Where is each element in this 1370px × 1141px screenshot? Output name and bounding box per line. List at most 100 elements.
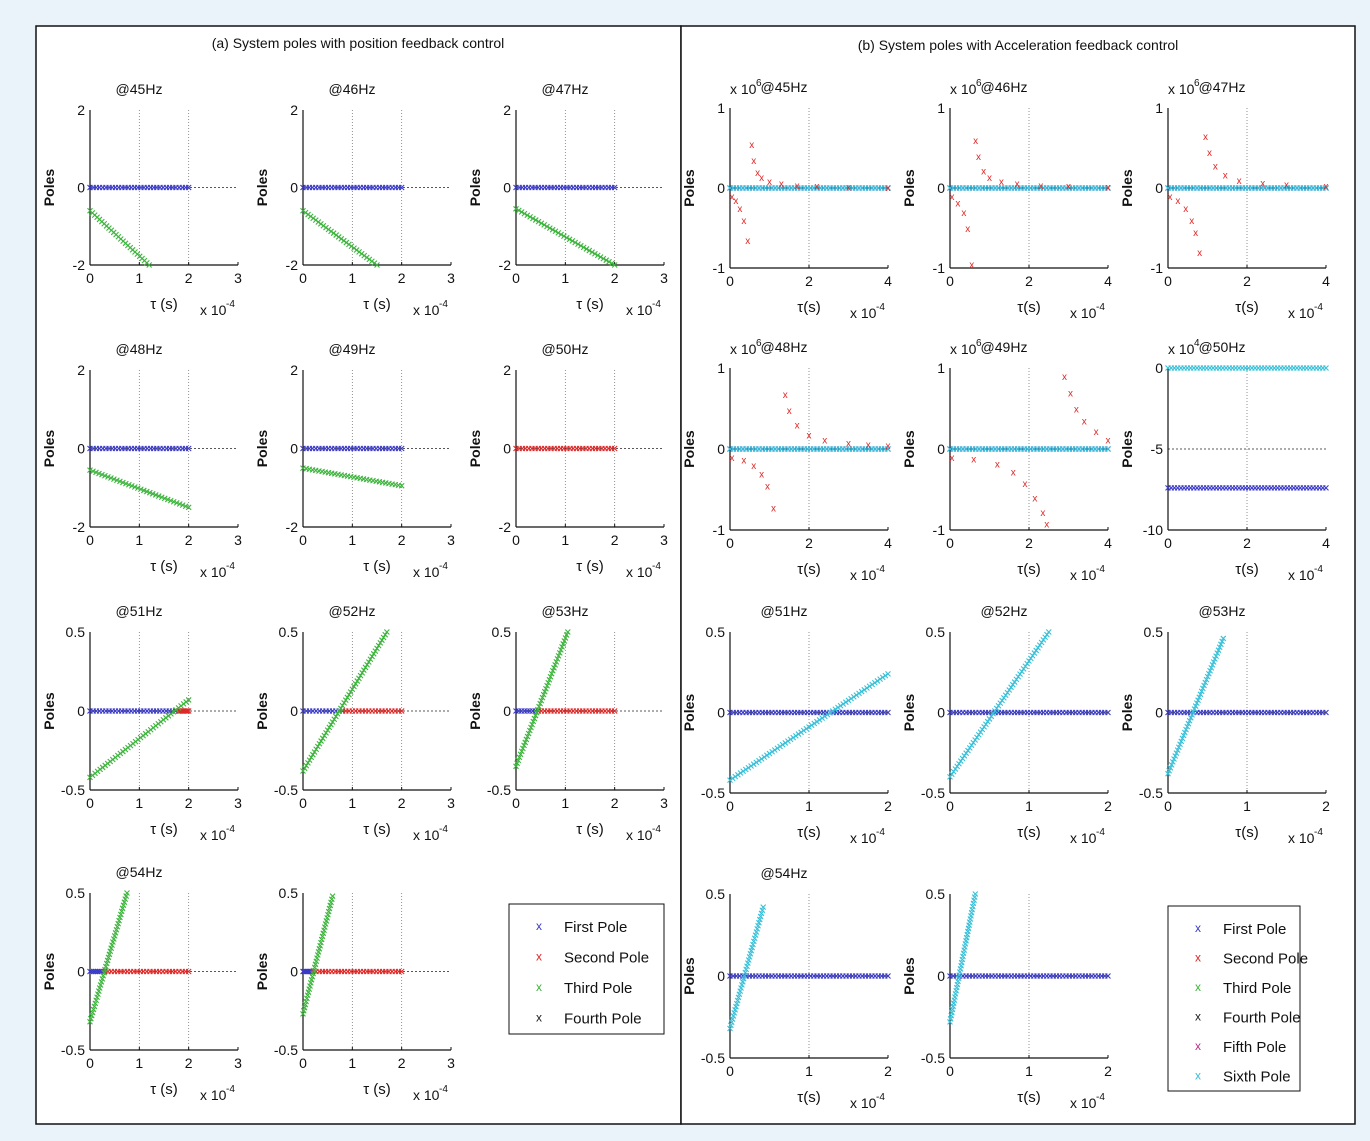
series-first-pole: [947, 973, 1111, 979]
y-axis-label: Poles: [1119, 694, 1135, 732]
data-point: [347, 689, 354, 695]
data-point: x: [787, 406, 792, 417]
data-point: [970, 739, 977, 746]
legend-marker-third-pole: x: [1195, 980, 1201, 994]
data-point: [1013, 676, 1020, 683]
data-point: [577, 242, 584, 249]
data-point: [398, 445, 405, 452]
series-first-pole: [300, 708, 346, 714]
data-point: [997, 700, 1004, 707]
series-first-pole: [300, 184, 405, 191]
data-point: [879, 674, 886, 681]
data-point: [146, 489, 153, 496]
data-point: [874, 678, 881, 684]
data-point: [592, 250, 598, 257]
data-point: [102, 472, 108, 479]
data-point: x: [1193, 228, 1198, 239]
data-point: [349, 686, 356, 693]
data-point: [760, 904, 767, 911]
series-sixth-pole: [727, 904, 767, 1032]
data-point: [305, 759, 311, 766]
data-point: [548, 670, 555, 677]
data-point: [339, 702, 346, 709]
data-point: [869, 681, 876, 688]
subplot-title: @51Hz: [116, 603, 163, 619]
data-point: [375, 642, 382, 649]
x-tick-label: 0: [299, 795, 307, 811]
data-point: [319, 735, 326, 742]
data-point: [518, 748, 525, 755]
x-axis-label: τ (s): [363, 1081, 391, 1098]
y-tick-label: 0.5: [706, 624, 726, 640]
data-point: x: [1203, 132, 1208, 143]
data-point: [316, 740, 323, 747]
subplot-title: @46Hz: [329, 81, 376, 97]
x-multiplier: x 10: [850, 305, 877, 321]
data-point: [517, 751, 524, 758]
subplot-title: @49Hz: [981, 339, 1028, 355]
y-tick-label: 0: [503, 703, 511, 719]
data-point: [840, 701, 847, 707]
data-point: [149, 490, 156, 497]
x-tick-label: 2: [398, 532, 406, 548]
x-tick-label: 3: [234, 1055, 242, 1071]
data-point: [975, 731, 982, 738]
data-point: [528, 724, 534, 731]
panel-b-title: (b) System poles with Acceleration feedb…: [858, 37, 1179, 53]
y-multiplier: x 10: [730, 81, 757, 97]
data-point: [108, 475, 114, 481]
data-point: [545, 679, 552, 686]
data-point: [974, 734, 980, 741]
data-point: [1323, 365, 1329, 371]
series-sixth-pole: [947, 891, 979, 1025]
x-tick-label: 2: [185, 532, 193, 548]
legend-label-first-pole: First Pole: [1223, 921, 1286, 938]
x-tick-label: 1: [348, 270, 356, 286]
x-tick-label: 1: [135, 1055, 143, 1071]
data-point: [333, 713, 339, 720]
data-point: [372, 648, 379, 654]
legend-marker-second-pole: x: [1195, 951, 1201, 965]
y-tick-label: 2: [503, 362, 511, 378]
y-multiplier-exponent: 6: [976, 338, 982, 349]
y-axis-label: Poles: [681, 957, 697, 995]
data-point: [562, 635, 569, 641]
data-point: [948, 771, 955, 778]
data-point: [808, 722, 815, 729]
data-point: [991, 708, 998, 714]
data-point: [988, 713, 995, 720]
data-point: [735, 771, 741, 778]
data-point: [374, 262, 380, 268]
series-first-pole: [300, 445, 405, 452]
x-multiplier: x 10: [626, 564, 653, 580]
x-axis-label: τ(s): [1235, 824, 1258, 841]
y-tick-label: -0.5: [921, 1050, 945, 1066]
series-first-pole: [513, 708, 542, 714]
data-point: [1323, 185, 1329, 191]
data-point: x: [779, 179, 784, 190]
subplot-title: @48Hz: [761, 339, 808, 355]
y-tick-label: -0.5: [274, 1042, 298, 1058]
data-point: [761, 754, 768, 760]
data-point: [850, 693, 857, 700]
y-tick-label: 0: [717, 180, 725, 196]
data-point: x: [1207, 148, 1212, 159]
x-tick-label: 2: [398, 795, 406, 811]
data-point: [957, 758, 964, 764]
data-point: [90, 468, 96, 475]
x-multiplier: x 10: [1288, 830, 1315, 846]
data-point: [538, 220, 545, 227]
data-point: x: [886, 183, 891, 194]
data-point: [526, 727, 533, 734]
legend-label-fourth-pole: Fourth Pole: [564, 1011, 642, 1028]
series-second-pole: [513, 445, 618, 452]
data-point: [745, 764, 752, 771]
data-point: [611, 445, 618, 452]
data-point: [753, 759, 760, 766]
data-point: [968, 742, 975, 749]
